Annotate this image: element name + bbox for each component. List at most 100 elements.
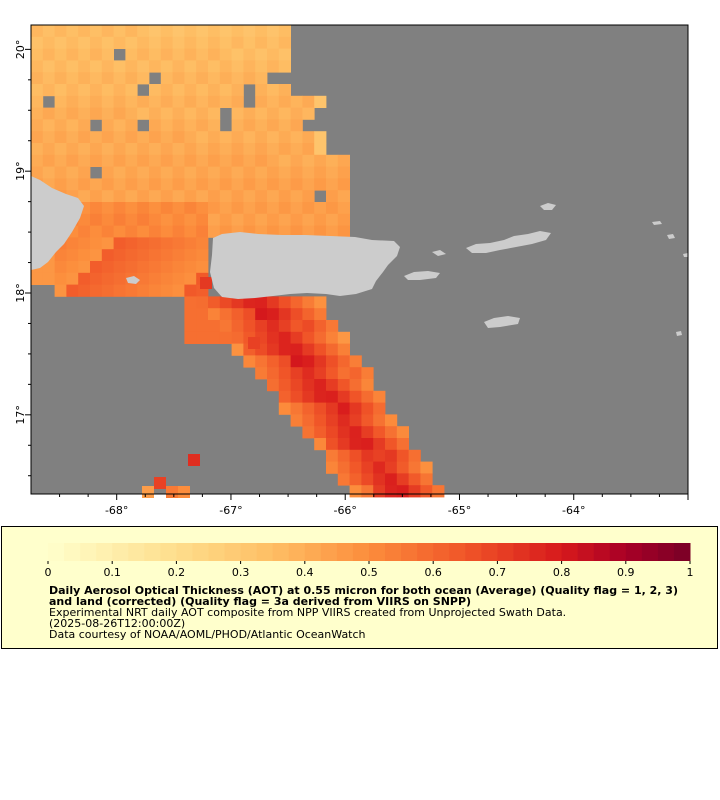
- colorbar-swatch: [417, 543, 434, 561]
- aot-cell: [184, 261, 197, 274]
- aot-cell: [396, 485, 409, 498]
- aot-cell: [137, 95, 150, 108]
- aot-cell: [137, 202, 150, 215]
- aot-cell: [113, 107, 126, 120]
- aot-cell: [54, 72, 67, 85]
- aot-cell: [160, 272, 173, 285]
- aot-cell: [326, 320, 339, 333]
- aot-cell: [172, 272, 185, 285]
- aot-cell: [255, 166, 268, 179]
- lat-tick-label: 19°: [14, 161, 27, 181]
- aot-cell: [267, 60, 280, 73]
- aot-cell: [172, 237, 185, 250]
- aot-cell: [196, 36, 209, 49]
- aot-cell: [278, 331, 291, 344]
- aot-cell: [78, 119, 91, 132]
- aot-cell: [125, 131, 138, 144]
- aot-cell: [267, 131, 280, 144]
- aot-cell: [149, 213, 162, 226]
- aot-cell: [149, 60, 162, 73]
- aot-cell: [231, 48, 244, 61]
- aot-cell: [255, 107, 268, 120]
- aot-cell: [349, 485, 362, 498]
- aot-cell: [54, 95, 67, 108]
- aot-cell: [208, 213, 221, 226]
- aot-cell: [290, 119, 303, 132]
- aot-cell: [337, 225, 350, 238]
- aot-cell: [219, 308, 232, 321]
- colorbar-swatch: [64, 543, 81, 561]
- aot-cell: [290, 402, 303, 415]
- aot-cell: [361, 414, 374, 427]
- aot-cell: [219, 190, 232, 203]
- aot-cell: [302, 213, 315, 226]
- legend-panel: 0 0.1 0.2 0.3 0.4 0.5 0.6 0.7 0.8 0.9 1 …: [1, 526, 718, 649]
- aot-cell: [137, 284, 150, 297]
- aot-cell: [31, 84, 44, 97]
- aot-cell: [125, 202, 138, 215]
- aot-cell: [349, 390, 362, 403]
- aot-cell: [31, 107, 44, 120]
- aot-cell: [149, 95, 162, 108]
- aot-cell: [172, 119, 185, 132]
- aot-cell: [137, 249, 150, 262]
- aot-cell: [31, 95, 44, 108]
- aot-cell: [278, 308, 291, 321]
- aot-cell: [255, 367, 268, 380]
- aot-cell: [278, 166, 291, 179]
- aot-cell: [231, 154, 244, 167]
- aot-cell: [78, 60, 91, 73]
- aot-cell: [219, 143, 232, 156]
- aot-cell: [160, 107, 173, 120]
- colorbar-swatch: [481, 543, 498, 561]
- aot-cell: [290, 225, 303, 238]
- aot-cell: [290, 343, 303, 356]
- aot-cell: [243, 36, 256, 49]
- aot-cell: [90, 72, 103, 85]
- aot-cell: [196, 308, 209, 321]
- aot-cell: [113, 202, 126, 215]
- aot-cell: [302, 178, 315, 191]
- aot-cell: [196, 202, 209, 215]
- aot-cell: [337, 438, 350, 451]
- aot-cell: [314, 178, 327, 191]
- aot-cell: [243, 60, 256, 73]
- aot-cell: [231, 213, 244, 226]
- aot-cell: [101, 178, 114, 191]
- aot-cell: [113, 166, 126, 179]
- longitude-labels: -68° -67° -66° -65° -64°: [105, 504, 586, 517]
- aot-cell: [231, 131, 244, 144]
- aot-cell: [196, 154, 209, 167]
- aot-cell: [326, 390, 339, 403]
- aot-cell: [42, 25, 55, 38]
- colorbar-swatch: [336, 543, 354, 561]
- aot-cell: [290, 320, 303, 333]
- aot-cell: [219, 213, 232, 226]
- saba-land: [676, 331, 682, 336]
- aot-cell: [31, 131, 44, 144]
- aot-cell: [184, 95, 197, 108]
- aot-cell: [267, 202, 280, 215]
- colorbar-swatch: [577, 543, 595, 561]
- aot-cell: [160, 131, 173, 144]
- aot-cell: [160, 237, 173, 250]
- anegada-land: [540, 203, 556, 210]
- aot-cell: [337, 331, 350, 344]
- aot-cell: [231, 72, 244, 85]
- aot-cell: [137, 272, 150, 285]
- aot-cell: [113, 84, 126, 97]
- colorbar-swatch: [352, 543, 370, 561]
- aot-cell: [267, 190, 280, 203]
- aot-cell: [267, 355, 280, 368]
- aot-cell: [196, 84, 209, 97]
- aot-cell: [172, 202, 185, 215]
- aot-cell: [142, 486, 154, 498]
- colorbar-swatch: [513, 543, 530, 561]
- aot-cell: [196, 166, 209, 179]
- aot-cell: [196, 95, 209, 108]
- aot-cell: [54, 119, 67, 132]
- aot-cell: [255, 95, 268, 108]
- aot-cell: [42, 166, 55, 179]
- aot-cell: [101, 60, 114, 73]
- aot-cell: [113, 272, 126, 285]
